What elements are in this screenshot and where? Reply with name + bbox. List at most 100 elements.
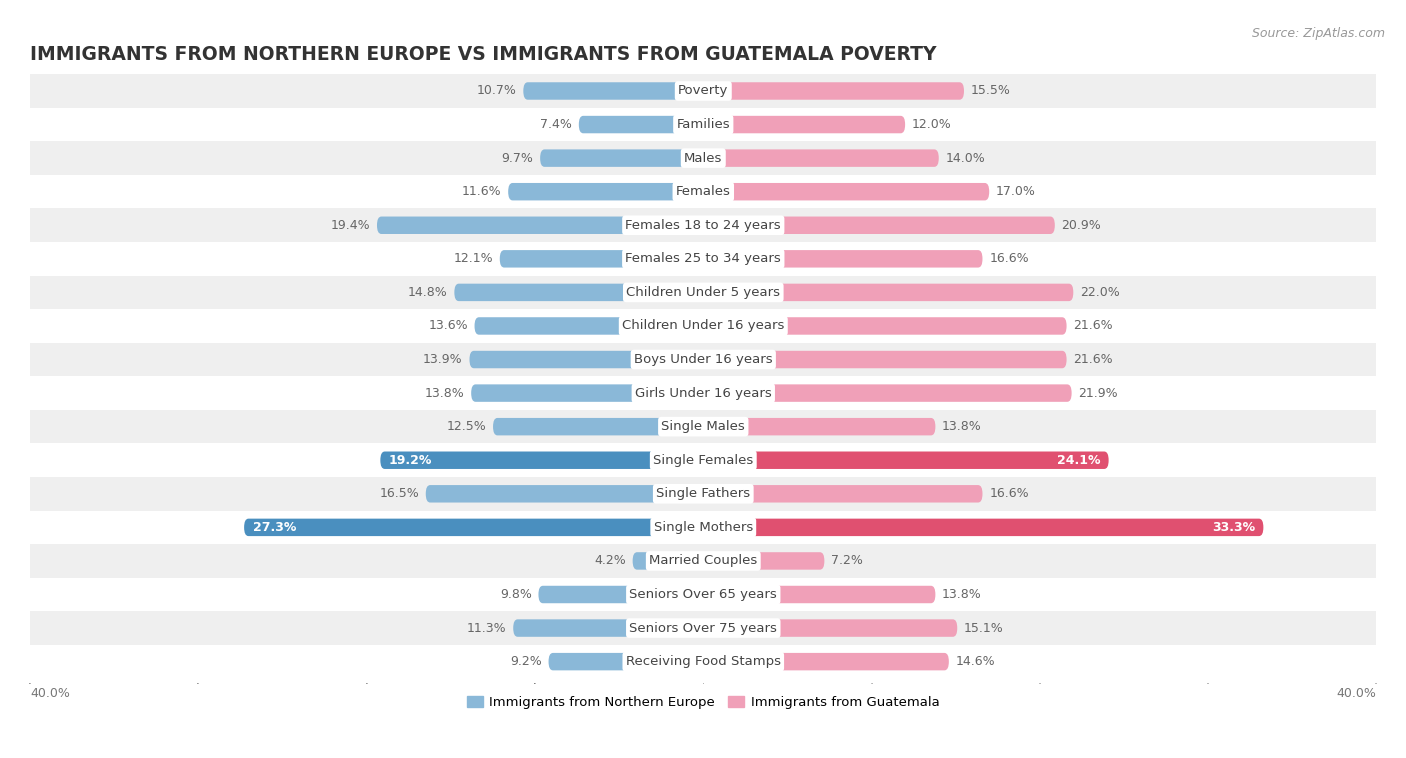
- Text: 7.2%: 7.2%: [831, 554, 863, 568]
- Text: 11.6%: 11.6%: [461, 185, 502, 198]
- Text: IMMIGRANTS FROM NORTHERN EUROPE VS IMMIGRANTS FROM GUATEMALA POVERTY: IMMIGRANTS FROM NORTHERN EUROPE VS IMMIG…: [31, 45, 936, 64]
- Text: 9.8%: 9.8%: [501, 588, 531, 601]
- Text: 21.6%: 21.6%: [1073, 353, 1114, 366]
- Bar: [31, 276, 1376, 309]
- Text: 13.9%: 13.9%: [423, 353, 463, 366]
- Text: Boys Under 16 years: Boys Under 16 years: [634, 353, 772, 366]
- FancyBboxPatch shape: [703, 418, 935, 435]
- FancyBboxPatch shape: [540, 149, 703, 167]
- Text: 14.6%: 14.6%: [956, 655, 995, 668]
- Text: 22.0%: 22.0%: [1080, 286, 1119, 299]
- Text: 21.9%: 21.9%: [1078, 387, 1118, 399]
- FancyBboxPatch shape: [703, 351, 1067, 368]
- FancyBboxPatch shape: [494, 418, 703, 435]
- Text: Families: Families: [676, 118, 730, 131]
- FancyBboxPatch shape: [471, 384, 703, 402]
- FancyBboxPatch shape: [548, 653, 703, 670]
- Text: Single Mothers: Single Mothers: [654, 521, 752, 534]
- FancyBboxPatch shape: [703, 149, 939, 167]
- FancyBboxPatch shape: [470, 351, 703, 368]
- FancyBboxPatch shape: [703, 384, 1071, 402]
- FancyBboxPatch shape: [703, 485, 983, 503]
- FancyBboxPatch shape: [523, 83, 703, 100]
- Bar: [31, 74, 1376, 108]
- Text: 13.8%: 13.8%: [425, 387, 464, 399]
- Text: Seniors Over 75 years: Seniors Over 75 years: [630, 622, 778, 634]
- FancyBboxPatch shape: [377, 217, 703, 234]
- Text: 13.8%: 13.8%: [942, 420, 981, 433]
- Text: Single Males: Single Males: [661, 420, 745, 433]
- Text: Males: Males: [685, 152, 723, 164]
- Bar: [31, 242, 1376, 276]
- Text: Receiving Food Stamps: Receiving Food Stamps: [626, 655, 780, 668]
- FancyBboxPatch shape: [703, 283, 1073, 301]
- Text: 9.7%: 9.7%: [502, 152, 533, 164]
- Text: 4.2%: 4.2%: [595, 554, 626, 568]
- FancyBboxPatch shape: [703, 653, 949, 670]
- FancyBboxPatch shape: [703, 553, 824, 570]
- FancyBboxPatch shape: [579, 116, 703, 133]
- FancyBboxPatch shape: [499, 250, 703, 268]
- Text: Girls Under 16 years: Girls Under 16 years: [636, 387, 772, 399]
- FancyBboxPatch shape: [538, 586, 703, 603]
- FancyBboxPatch shape: [426, 485, 703, 503]
- Text: Children Under 5 years: Children Under 5 years: [626, 286, 780, 299]
- Text: 19.2%: 19.2%: [388, 454, 432, 467]
- Text: Poverty: Poverty: [678, 84, 728, 98]
- Text: 40.0%: 40.0%: [1336, 687, 1376, 700]
- Text: Females 18 to 24 years: Females 18 to 24 years: [626, 219, 782, 232]
- Text: 12.5%: 12.5%: [447, 420, 486, 433]
- FancyBboxPatch shape: [475, 318, 703, 335]
- Bar: [31, 108, 1376, 141]
- Text: Females: Females: [676, 185, 731, 198]
- Bar: [31, 544, 1376, 578]
- FancyBboxPatch shape: [703, 183, 990, 200]
- Text: Source: ZipAtlas.com: Source: ZipAtlas.com: [1251, 27, 1385, 39]
- Bar: [31, 611, 1376, 645]
- Text: 16.6%: 16.6%: [990, 252, 1029, 265]
- Bar: [31, 376, 1376, 410]
- FancyBboxPatch shape: [381, 452, 703, 469]
- Bar: [31, 578, 1376, 611]
- Text: 12.0%: 12.0%: [912, 118, 952, 131]
- Text: 20.9%: 20.9%: [1062, 219, 1101, 232]
- FancyBboxPatch shape: [703, 318, 1067, 335]
- FancyBboxPatch shape: [508, 183, 703, 200]
- FancyBboxPatch shape: [703, 452, 1109, 469]
- FancyBboxPatch shape: [513, 619, 703, 637]
- Text: 13.6%: 13.6%: [429, 319, 468, 333]
- Text: 11.3%: 11.3%: [467, 622, 506, 634]
- Bar: [31, 309, 1376, 343]
- Bar: [31, 477, 1376, 511]
- Text: 33.3%: 33.3%: [1212, 521, 1256, 534]
- Text: 16.5%: 16.5%: [380, 487, 419, 500]
- Text: 19.4%: 19.4%: [330, 219, 370, 232]
- Text: 15.5%: 15.5%: [970, 84, 1011, 98]
- Text: 10.7%: 10.7%: [477, 84, 516, 98]
- Text: 14.8%: 14.8%: [408, 286, 447, 299]
- Bar: [31, 511, 1376, 544]
- Text: 9.2%: 9.2%: [510, 655, 541, 668]
- Text: Seniors Over 65 years: Seniors Over 65 years: [630, 588, 778, 601]
- Text: 15.1%: 15.1%: [965, 622, 1004, 634]
- FancyBboxPatch shape: [245, 518, 703, 536]
- Text: 24.1%: 24.1%: [1057, 454, 1101, 467]
- FancyBboxPatch shape: [633, 553, 703, 570]
- Text: 12.1%: 12.1%: [453, 252, 494, 265]
- Text: 40.0%: 40.0%: [31, 687, 70, 700]
- Bar: [31, 645, 1376, 678]
- Text: Single Fathers: Single Fathers: [657, 487, 751, 500]
- Text: 16.6%: 16.6%: [990, 487, 1029, 500]
- FancyBboxPatch shape: [454, 283, 703, 301]
- Text: Females 25 to 34 years: Females 25 to 34 years: [626, 252, 782, 265]
- FancyBboxPatch shape: [703, 619, 957, 637]
- Text: 17.0%: 17.0%: [995, 185, 1036, 198]
- FancyBboxPatch shape: [703, 586, 935, 603]
- Text: 21.6%: 21.6%: [1073, 319, 1114, 333]
- Text: 27.3%: 27.3%: [253, 521, 295, 534]
- Bar: [31, 410, 1376, 443]
- FancyBboxPatch shape: [703, 518, 1264, 536]
- Text: 13.8%: 13.8%: [942, 588, 981, 601]
- FancyBboxPatch shape: [703, 250, 983, 268]
- Text: Married Couples: Married Couples: [650, 554, 758, 568]
